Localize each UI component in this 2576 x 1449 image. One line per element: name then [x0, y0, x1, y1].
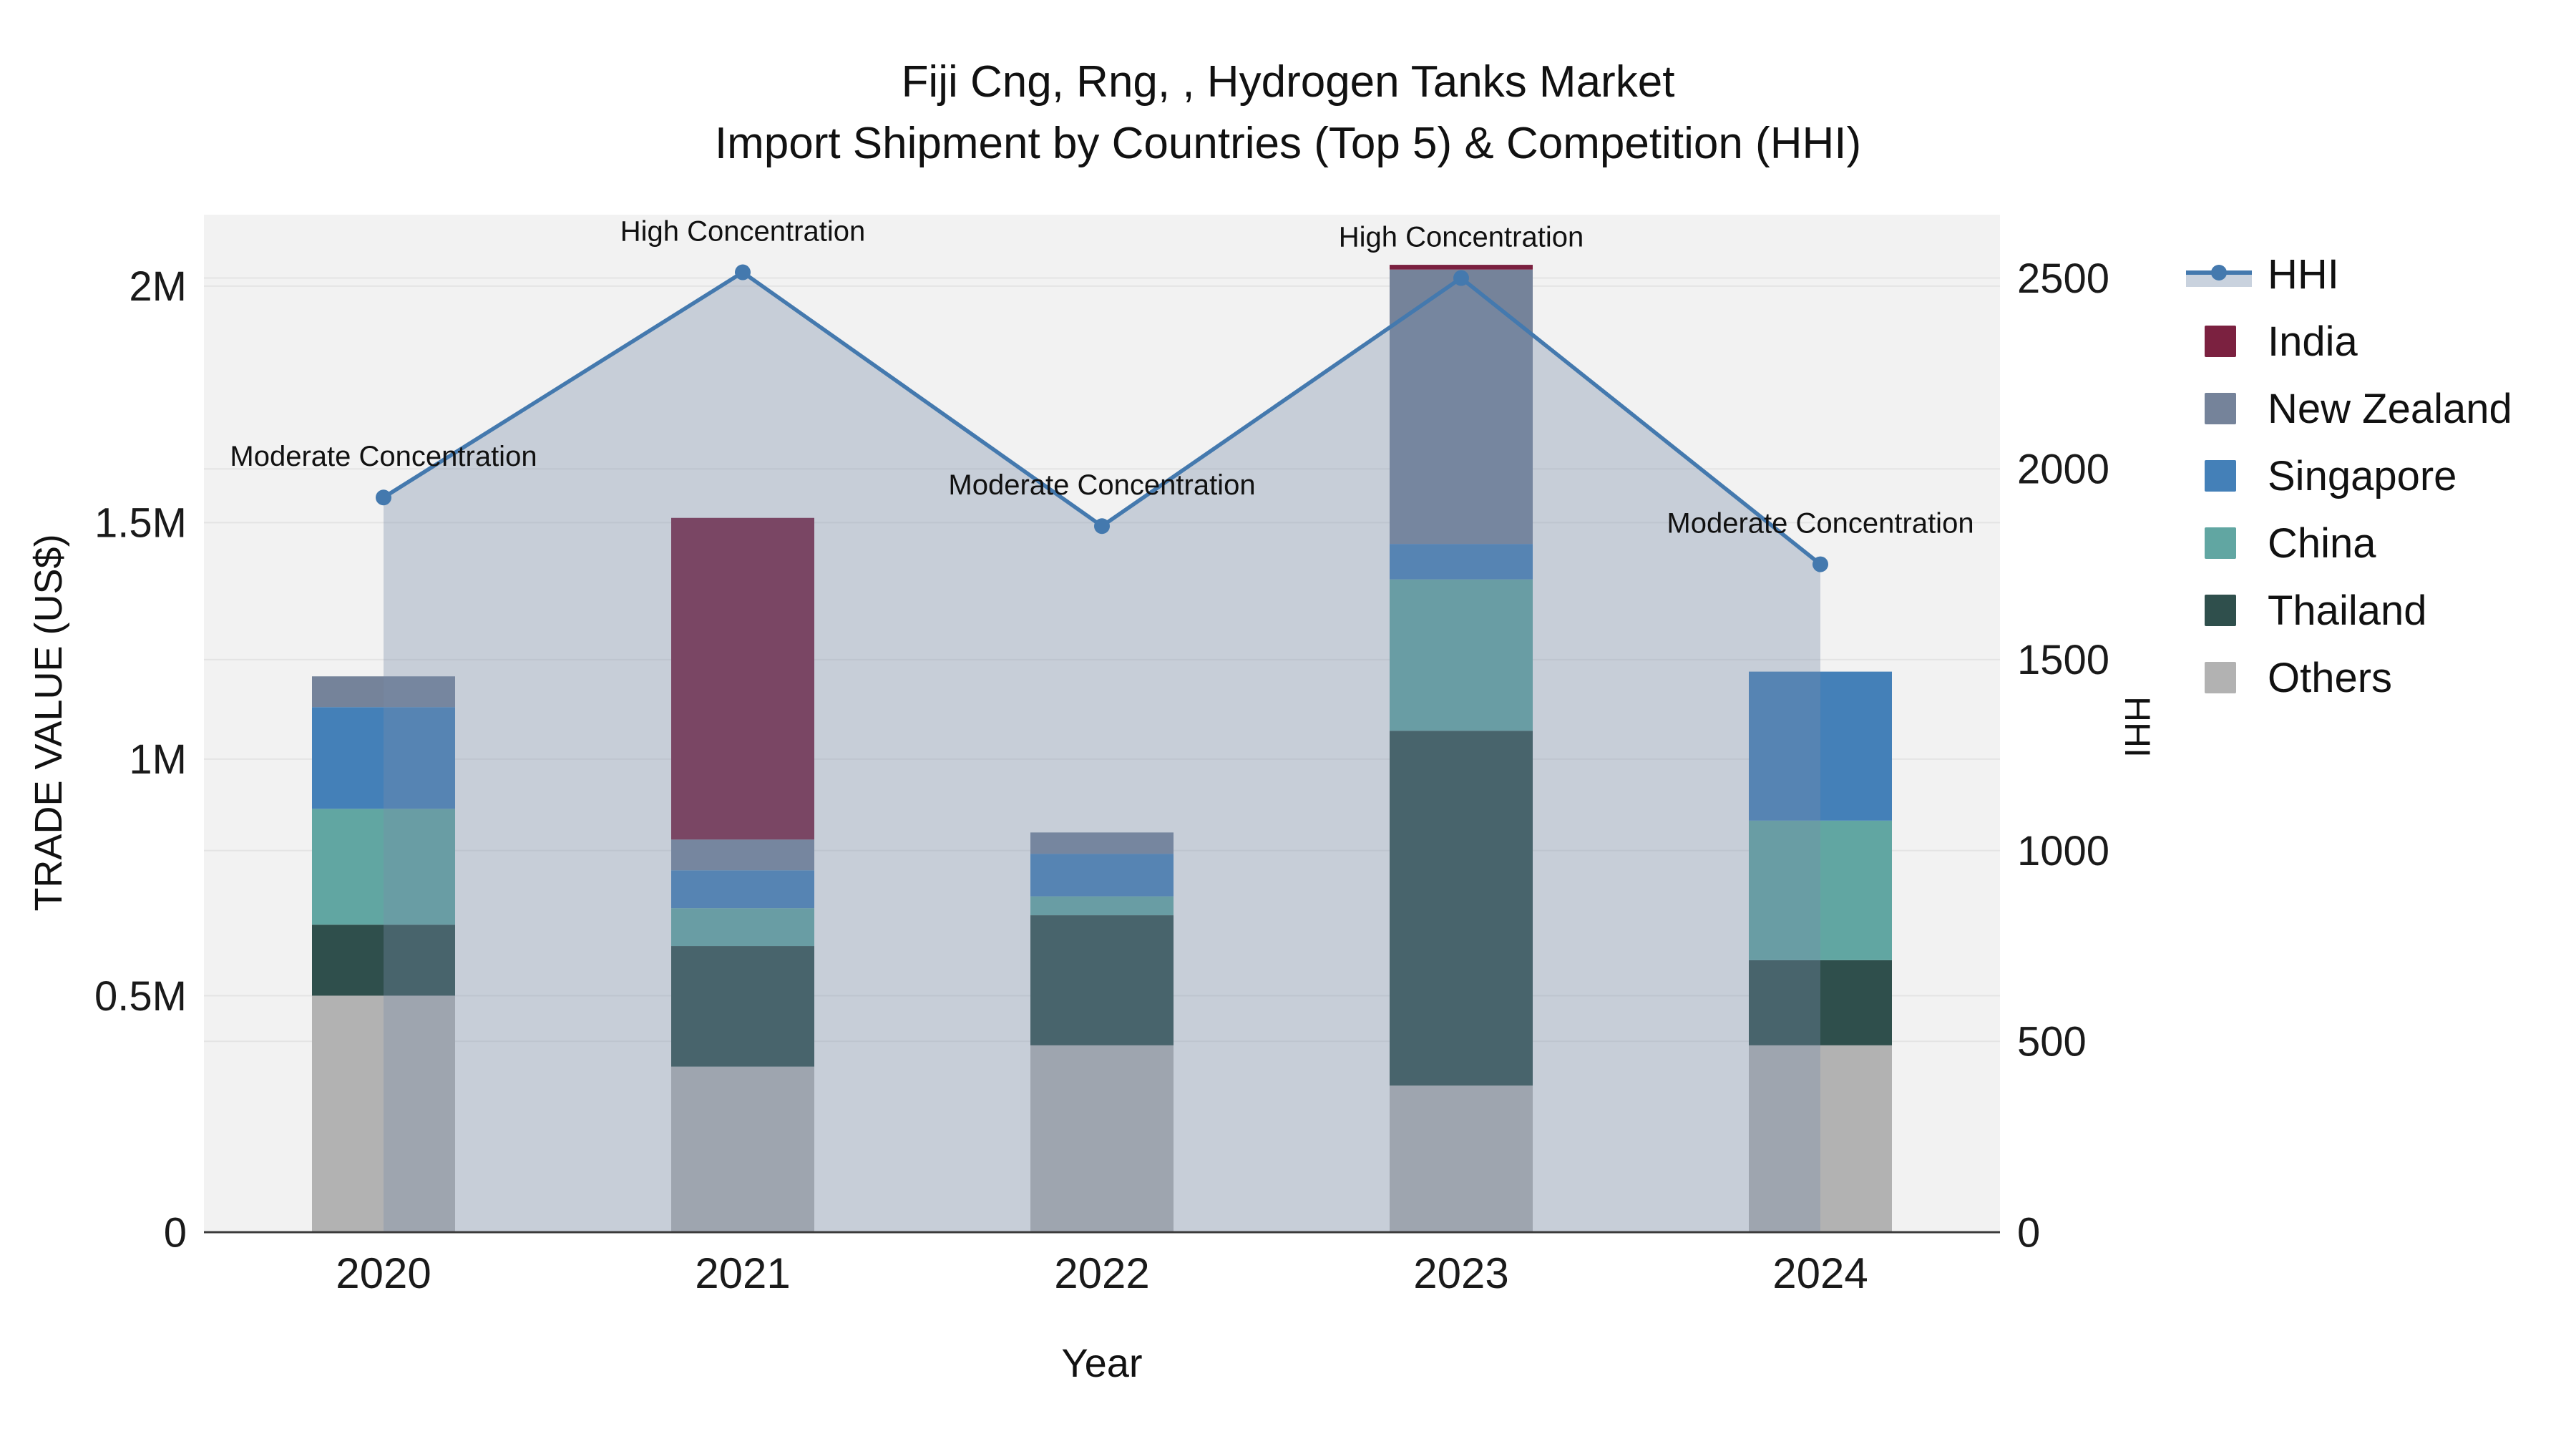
y-left-tick-0.5M: 0.5M: [94, 973, 187, 1020]
color-swatch-icon: [2205, 460, 2236, 492]
bar-2021-india[interactable]: [671, 517, 814, 840]
bar-2022-thailand[interactable]: [1030, 915, 1174, 1045]
y-left-tick-1.5M: 1.5M: [94, 500, 187, 547]
y-axis-title-right: HHI: [2117, 696, 2157, 758]
legend-item-china[interactable]: China: [2186, 509, 2512, 577]
bar-2021-new-zealand[interactable]: [671, 839, 814, 871]
y-right-tick-2500: 2500: [2017, 255, 2109, 302]
bar-2023-china[interactable]: [1390, 579, 1533, 731]
bar-2021-others[interactable]: [671, 1066, 814, 1232]
bar-2020-new-zealand[interactable]: [312, 676, 455, 708]
chart-title-line1: Fiji Cng, Rng, , Hydrogen Tanks Market: [901, 57, 1675, 107]
bar-2022-new-zealand[interactable]: [1030, 832, 1174, 854]
y-right-tick-2000: 2000: [2017, 447, 2109, 493]
color-swatch-icon: [2205, 326, 2236, 357]
y-left-tick-1M: 1M: [129, 736, 187, 783]
x-tick-2021: 2021: [695, 1249, 790, 1297]
legend-swatch-others: [2186, 659, 2252, 696]
hhi-marker-2021[interactable]: [735, 264, 751, 280]
color-swatch-icon: [2205, 527, 2236, 559]
y-right-tick-1000: 1000: [2017, 828, 2109, 874]
bar-2021-singapore[interactable]: [671, 870, 814, 909]
annotation-2023: High Concentration: [1339, 222, 1584, 253]
y-right-tick-1500: 1500: [2017, 637, 2109, 683]
hhi-marker-2020[interactable]: [376, 489, 391, 506]
bar-2023-others[interactable]: [1390, 1085, 1533, 1232]
x-tick-2022: 2022: [1054, 1249, 1149, 1297]
x-tick-2023: 2023: [1413, 1249, 1508, 1297]
color-swatch-icon: [2205, 595, 2236, 626]
legend-hhi-marker-dot: [2211, 265, 2227, 280]
legend-item-singapore[interactable]: Singapore: [2186, 442, 2512, 509]
hhi-area-fill: [384, 272, 1820, 1232]
annotation-2021: High Concentration: [620, 216, 865, 248]
legend-item-india[interactable]: India: [2186, 308, 2512, 375]
hhi-marker-2023[interactable]: [1453, 270, 1469, 286]
bar-2024-china[interactable]: [1749, 820, 1892, 960]
legend-item-hhi[interactable]: HHI: [2186, 240, 2512, 308]
bar-2020-singapore[interactable]: [312, 707, 455, 809]
y-right-tick-0: 0: [2017, 1209, 2040, 1256]
legend-item-thailand[interactable]: Thailand: [2186, 577, 2512, 644]
y-axis-title-left: TRADE VALUE (US$): [27, 534, 70, 912]
annotation-2024: Moderate Concentration: [1667, 508, 1974, 540]
y-right-tick-500: 500: [2017, 1019, 2087, 1065]
bar-2020-china[interactable]: [312, 809, 455, 925]
legend-item-others[interactable]: Others: [2186, 644, 2512, 711]
y-left-tick-2M: 2M: [129, 263, 187, 310]
bar-2020-others[interactable]: [312, 995, 455, 1232]
bar-2021-china[interactable]: [671, 908, 814, 947]
legend-label: India: [2268, 318, 2358, 365]
bar-2023-india[interactable]: [1390, 265, 1533, 270]
bar-2023-thailand[interactable]: [1390, 731, 1533, 1086]
legend-swatch-singapore: [2186, 457, 2252, 494]
chart-title-line2: Import Shipment by Countries (Top 5) & C…: [714, 118, 1862, 168]
x-tick-2020: 2020: [336, 1249, 431, 1297]
bar-2022-others[interactable]: [1030, 1045, 1174, 1232]
annotation-2020: Moderate Concentration: [230, 441, 537, 472]
bar-2024-thailand[interactable]: [1749, 960, 1892, 1045]
hhi-marker-2024[interactable]: [1813, 556, 1828, 572]
hhi-marker-2022[interactable]: [1094, 518, 1110, 535]
legend-hhi-area-swatch: [2186, 274, 2252, 287]
legend-label: China: [2268, 519, 2376, 567]
legend-label: Singapore: [2268, 452, 2457, 499]
bar-2024-singapore[interactable]: [1749, 671, 1892, 821]
bar-2021-thailand[interactable]: [671, 946, 814, 1067]
y-left-tick-0: 0: [164, 1209, 187, 1256]
legend-swatch-new-zealand: [2186, 390, 2252, 427]
legend-swatch-india: [2186, 323, 2252, 360]
bar-2022-singapore[interactable]: [1030, 854, 1174, 897]
bar-2022-china[interactable]: [1030, 896, 1174, 916]
legend-hhi-line-icon: [2186, 255, 2252, 293]
chart-title: Fiji Cng, Rng, , Hydrogen Tanks Market I…: [0, 52, 2576, 174]
x-tick-2024: 2024: [1772, 1249, 1868, 1297]
bar-2020-thailand[interactable]: [312, 924, 455, 996]
color-swatch-icon: [2205, 393, 2236, 424]
color-swatch-icon: [2205, 662, 2236, 693]
legend-label: Thailand: [2268, 587, 2427, 634]
legend-label: New Zealand: [2268, 385, 2512, 432]
legend-item-new-zealand[interactable]: New Zealand: [2186, 375, 2512, 442]
legend-swatch-thailand: [2186, 592, 2252, 629]
bar-2024-others[interactable]: [1749, 1045, 1892, 1232]
annotation-2022: Moderate Concentration: [948, 469, 1255, 501]
legend-label: Others: [2268, 654, 2393, 701]
x-axis-title: Year: [1061, 1340, 1143, 1385]
legend-swatch-china: [2186, 525, 2252, 562]
legend: HHI India New Zealand Singapore China Thailan…: [2186, 240, 2512, 711]
bar-2023-singapore[interactable]: [1390, 544, 1533, 580]
legend-label: HHI: [2268, 250, 2339, 298]
